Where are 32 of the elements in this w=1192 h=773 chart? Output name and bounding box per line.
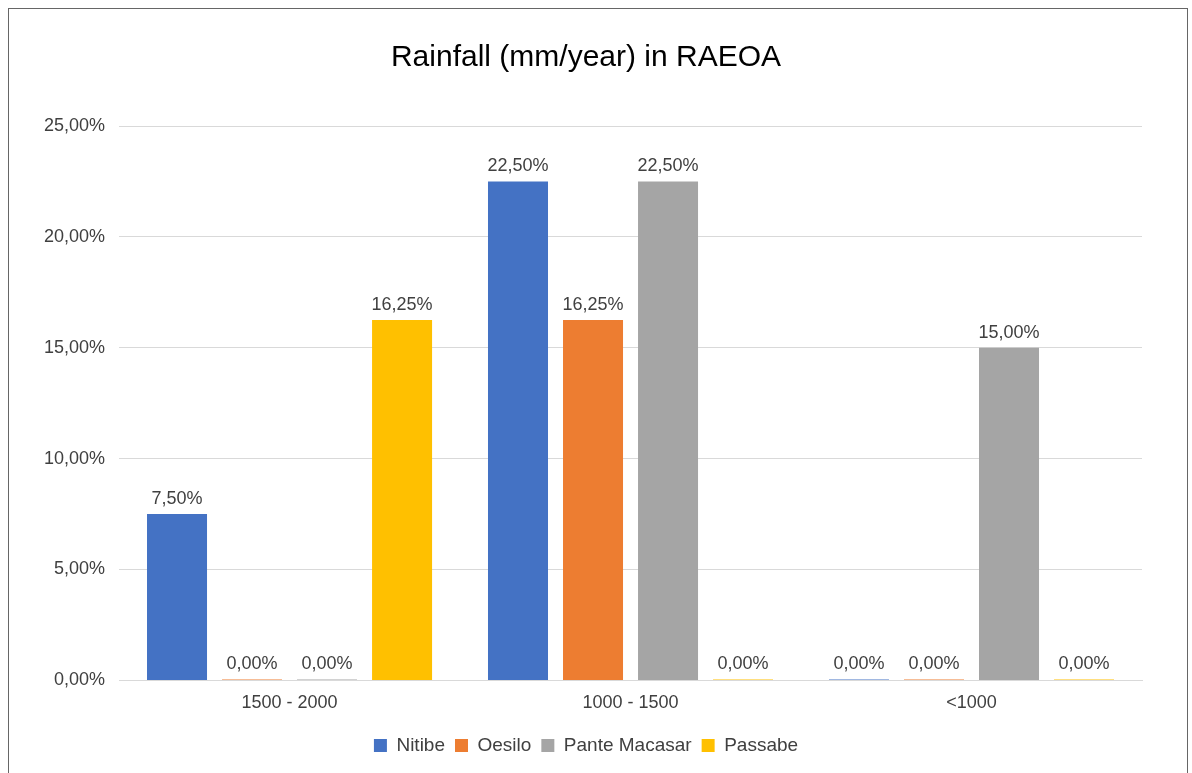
data-label: 15,00% [978, 321, 1040, 342]
x-tick-label: 1000 - 1500 [582, 692, 679, 713]
bar [563, 320, 624, 680]
data-label: 0,00% [833, 653, 885, 674]
y-tick-label: 0,00% [54, 669, 106, 690]
x-tick-label: 1500 - 2000 [241, 692, 338, 713]
data-label: 22,50% [487, 155, 549, 176]
x-tick-label: <1000 [946, 692, 997, 713]
data-label: 0,00% [226, 653, 278, 674]
y-tick-label: 10,00% [43, 447, 106, 468]
data-label: 16,25% [371, 294, 433, 315]
y-tick-label: 5,00% [54, 558, 106, 579]
data-label: 0,00% [908, 653, 960, 674]
y-tick-label: 15,00% [43, 336, 106, 357]
y-tick-label: 20,00% [43, 225, 106, 246]
bar [147, 514, 208, 680]
legend-label: Pante Macasar [563, 733, 693, 755]
bar [979, 347, 1040, 680]
legend-label: Oesilo [477, 733, 532, 755]
data-label: 0,00% [717, 653, 769, 674]
data-label: 7,50% [151, 488, 203, 509]
y-tick-label: 25,00% [43, 114, 106, 135]
chart-title: Rainfall (mm/year) in RAEOA [390, 39, 782, 73]
bar [638, 181, 699, 680]
data-label: 22,50% [637, 155, 699, 176]
legend-label: Passabe [724, 733, 799, 755]
legend-label: Nitibe [396, 733, 445, 755]
data-label: 0,00% [301, 653, 353, 674]
data-label: 16,25% [562, 294, 624, 315]
data-label: 0,00% [1058, 653, 1110, 674]
bar [487, 181, 549, 680]
bar [372, 320, 433, 680]
